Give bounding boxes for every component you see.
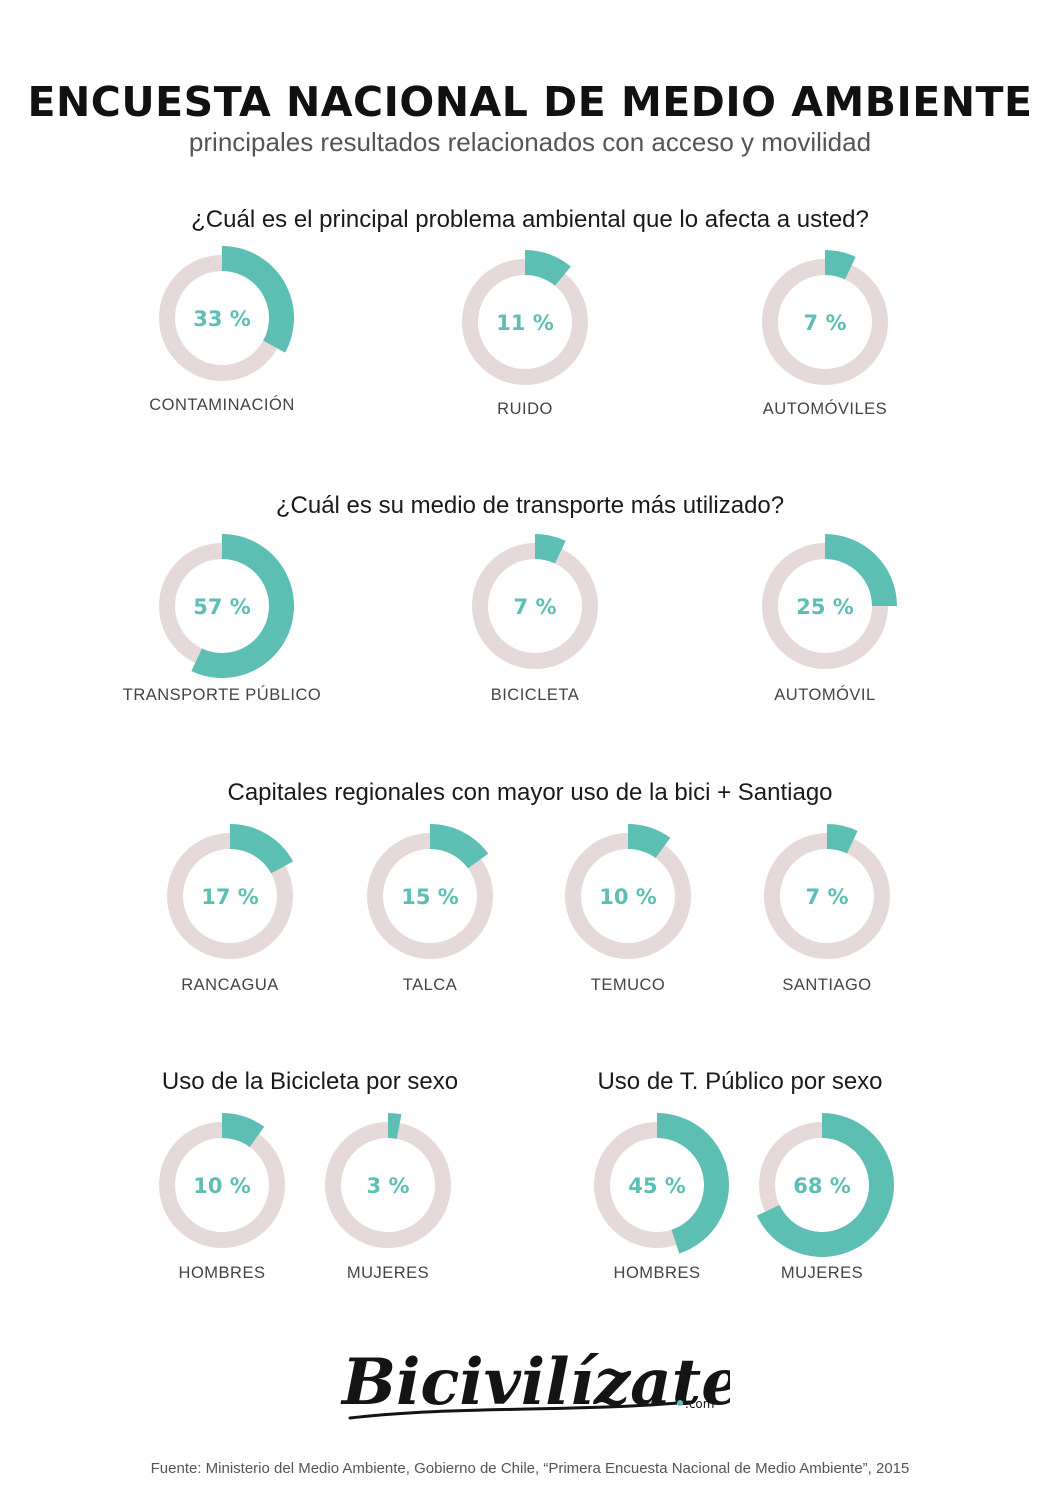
donut-label-hombres: HOMBRES: [178, 1264, 266, 1282]
donut-arc-ruido: [525, 250, 571, 286]
donut-label-temuco: TEMUCO: [590, 976, 666, 994]
donut-arc-rancagua: [230, 824, 294, 874]
donut-label-automoviles: AUTOMÓVILES: [762, 400, 888, 418]
page-subtitle: principales resultados relacionados con …: [188, 127, 872, 157]
section-title-regional-capitals: Capitales regionales con mayor uso de la…: [227, 779, 833, 806]
donut-label-bicicleta: BICICLETA: [490, 686, 580, 704]
donut-value-rancagua: 17 %: [201, 885, 259, 909]
donut-arc-automovil: [825, 534, 897, 606]
brand-suffix: .com: [685, 1397, 714, 1411]
logo-swash: [348, 1400, 692, 1420]
donut-value-talca: 15 %: [401, 885, 459, 909]
section-title-environmental-problem: ¿Cuál es el principal problema ambiental…: [191, 206, 869, 233]
donut-value-automoviles: 7 %: [804, 311, 847, 335]
donut-value-transporte-publico: 57 %: [193, 595, 251, 619]
donut-label-santiago: SANTIAGO: [782, 976, 872, 994]
donut-arc-mujeres: [388, 1113, 402, 1139]
donut-value-mujeres: 3 %: [367, 1174, 410, 1198]
donut-label-rancagua: RANCAGUA: [181, 976, 279, 994]
donut-label-transporte-publico: TRANSPORTE PÚBLICO: [122, 686, 322, 704]
donut-label-automovil: AUTOMÓVIL: [774, 686, 876, 704]
donut-arc-bicicleta: [535, 534, 566, 564]
donut-arc-talca: [430, 824, 489, 869]
donut-label-talca: TALCA: [402, 976, 458, 994]
section-title-transport-mode: ¿Cuál es su medio de transporte más util…: [275, 492, 785, 519]
donut-arc-hombres: [222, 1113, 265, 1147]
donut-label-mujeres: MUJERES: [780, 1264, 864, 1282]
donut-arc-contaminacion: [222, 246, 295, 353]
donut-value-santiago: 7 %: [806, 885, 849, 909]
source-note: Fuente: Ministerio del Medio Ambiente, G…: [150, 1460, 910, 1477]
brand-logo: Bicivilízate .com: [340, 1346, 730, 1420]
page-title: ENCUESTA NACIONAL DE MEDIO AMBIENTE: [27, 78, 1033, 126]
donut-value-contaminacion: 33 %: [193, 307, 251, 331]
section-title-transit-by-sex: Uso de T. Público por sexo: [597, 1068, 883, 1095]
donut-arc-automoviles: [825, 250, 856, 280]
donut-arc-santiago: [827, 824, 858, 854]
donut-arc-mujeres: [756, 1113, 894, 1257]
donut-value-temuco: 10 %: [599, 885, 657, 909]
donut-value-bicicleta: 7 %: [514, 595, 557, 619]
donut-label-contaminacion: CONTAMINACIÓN: [149, 396, 295, 414]
donut-arc-temuco: [628, 824, 671, 858]
donut-label-ruido: RUIDO: [497, 400, 553, 418]
brand-name: Bicivilízate: [340, 1346, 730, 1420]
donut-value-hombres: 10 %: [193, 1174, 251, 1198]
donut-arc-transporte-publico: [191, 534, 295, 678]
donut-label-mujeres: MUJERES: [346, 1264, 430, 1282]
donut-value-mujeres: 68 %: [793, 1174, 851, 1198]
brand-dot: [677, 1400, 683, 1406]
donut-label-hombres: HOMBRES: [613, 1264, 701, 1282]
donut-value-automovil: 25 %: [796, 595, 854, 619]
donut-arc-hombres: [657, 1113, 729, 1254]
donut-value-hombres: 45 %: [628, 1174, 686, 1198]
section-title-bike-by-sex: Uso de la Bicicleta por sexo: [161, 1068, 459, 1095]
donut-value-ruido: 11 %: [496, 311, 554, 335]
